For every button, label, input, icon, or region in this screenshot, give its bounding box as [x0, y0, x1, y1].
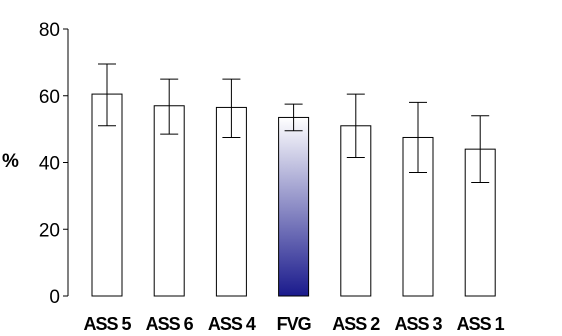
- y-tick-label: 0: [49, 287, 60, 308]
- y-tick-label: 60: [39, 87, 60, 108]
- bar: [91, 93, 123, 297]
- bar: [215, 106, 247, 297]
- bar: [153, 105, 185, 297]
- x-category-label: ASS 1: [457, 314, 505, 334]
- x-category-label: ASS 5: [83, 314, 131, 334]
- x-category-label: ASS 4: [208, 314, 256, 334]
- axis-layer: [63, 28, 69, 297]
- x-category-label: ASS 2: [332, 314, 380, 334]
- y-tick-label: 80: [39, 20, 60, 41]
- error-bars-layer: [98, 63, 490, 184]
- y-tick-label: 20: [39, 220, 60, 241]
- y-axis-label: %: [2, 151, 19, 172]
- bar: [278, 116, 310, 297]
- x-category-label: ASS 3: [394, 314, 442, 334]
- x-category-label: FVG: [277, 314, 311, 334]
- labels-layer: % 0 20 40 60 80 ASS 5 ASS 6 ASS 4 FVG ASS 2 ASS 3 A…: [2, 20, 506, 334]
- y-tick-label: 40: [39, 154, 60, 175]
- x-category-label: ASS 6: [146, 314, 194, 334]
